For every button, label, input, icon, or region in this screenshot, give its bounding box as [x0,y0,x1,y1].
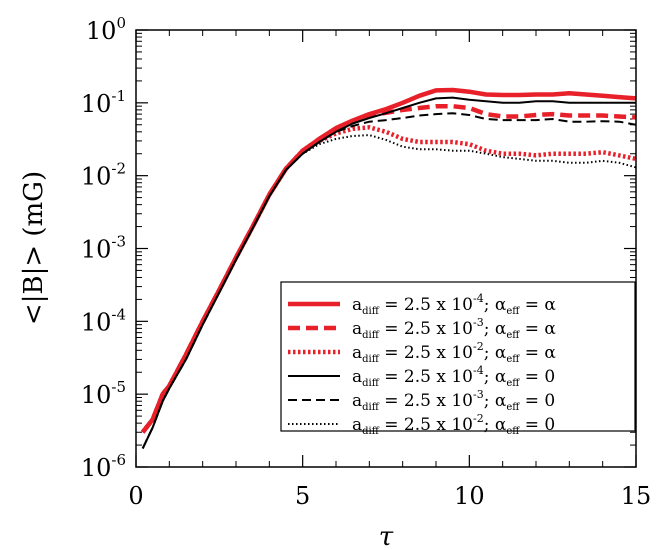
y-tick-label: 100 [86,14,126,45]
plot-frame [135,29,637,468]
y-tick-label: 10-3 [81,233,126,264]
series-line-3 [140,125,637,434]
y-tick-labels: 100 10-1 10-2 10-3 10-4 10-5 10-6 [81,14,126,482]
y-tick-label: 10-1 [81,87,126,118]
x-tick-label: 5 [295,482,310,510]
legend-label-5: adiff = 2.5 x 10-3; αeff = 0 [352,388,555,413]
series-line-2 [140,103,637,434]
legend-label-2: adiff = 2.5 x 10-3; αeff = α [352,316,556,341]
y-tick-label: 10-4 [81,305,126,336]
legend-label-4: adiff = 2.5 x 10-4; αeff = 0 [352,364,555,389]
x-tick-label: 15 [621,482,652,510]
y-axis-label: <|B|> (mG) [19,171,49,325]
x-axis-label: τ [379,522,394,550]
x-tick-label: 10 [454,482,485,510]
y-tick-label: 10-5 [81,378,126,409]
legend-label-1: adiff = 2.5 x 10-4; αeff = α [352,292,556,317]
series-group [140,87,637,449]
legend-label-3: adiff = 2.5 x 10-2; αeff = α [352,340,556,365]
y-tick-label: 10-2 [81,160,126,191]
x-tick-label: 0 [128,482,143,510]
legend-box [280,281,636,432]
y-tick-label: 10-6 [81,451,126,482]
series-line-5 [141,112,637,449]
x-tick-labels: 0 5 10 15 [128,482,651,510]
legend-label-6: adiff = 2.5 x 10-2; αeff = 0 [352,412,555,437]
